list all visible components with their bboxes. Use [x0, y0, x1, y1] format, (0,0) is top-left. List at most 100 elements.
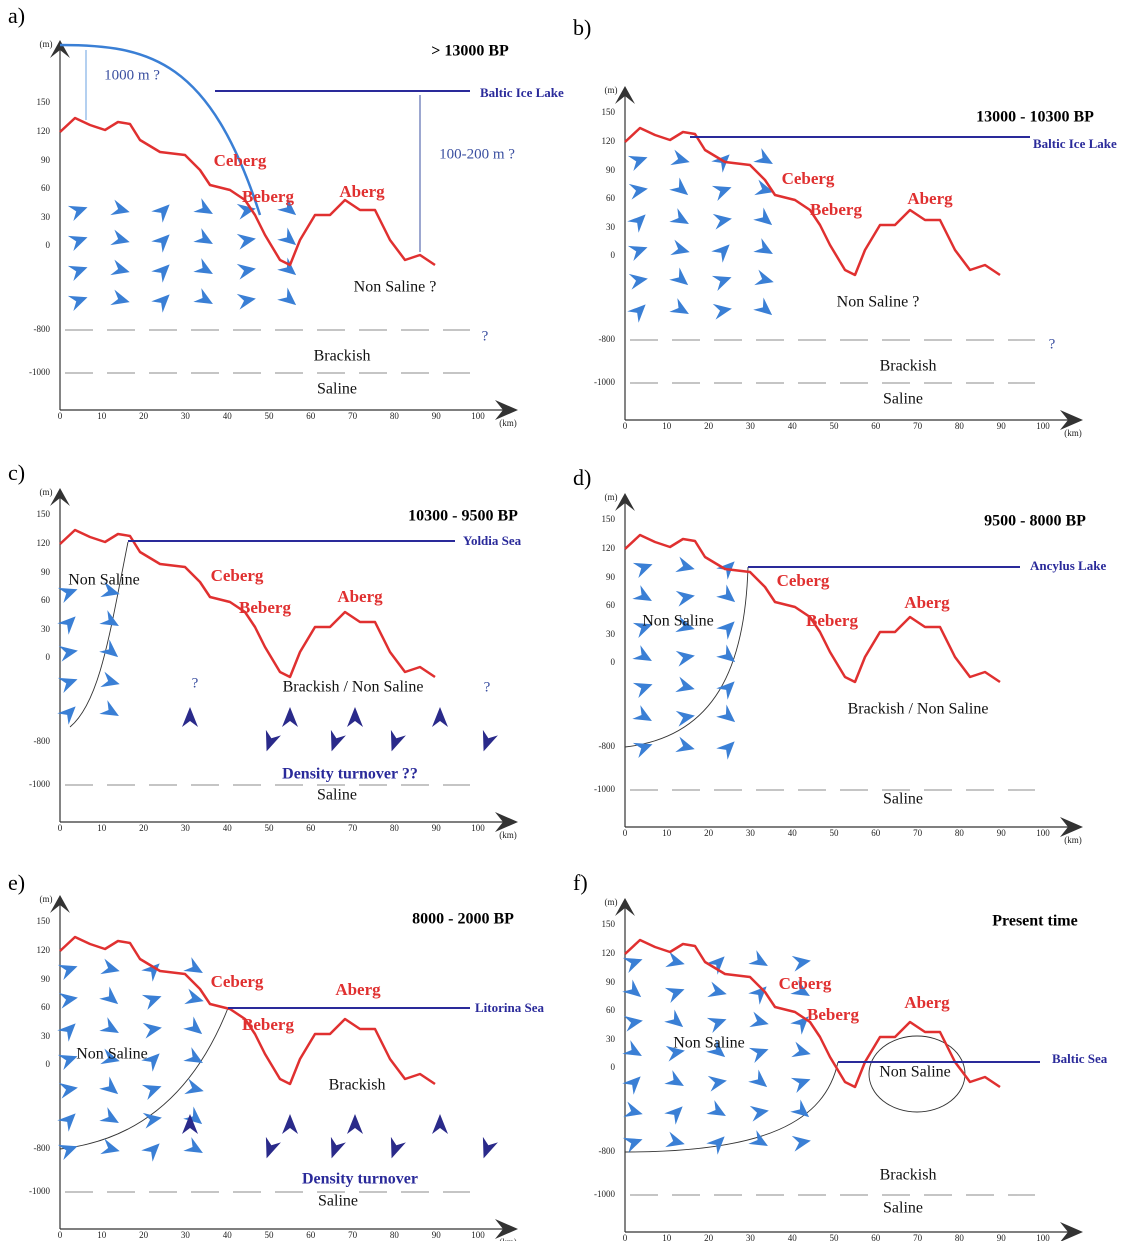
flow-arrow [237, 231, 258, 250]
flow-arrow [627, 209, 651, 233]
flow-arrow [750, 1103, 771, 1122]
zone-label: Non Saline [879, 1064, 951, 1081]
x-tick-label: 20 [139, 411, 149, 421]
x-tick-label: 90 [997, 1233, 1007, 1241]
flow-arrow [754, 270, 776, 290]
y-tick-label: 120 [37, 126, 51, 136]
flow-arrow [99, 1107, 123, 1130]
flow-arrow [753, 207, 777, 231]
y-tick-label: 60 [606, 193, 616, 203]
flow-arrow [629, 271, 650, 290]
flow-arrow [669, 298, 693, 321]
turnover-arrow [384, 1137, 406, 1161]
x-tick-label: 40 [223, 411, 233, 421]
flow-arrow [110, 230, 132, 250]
turnover-arrow [384, 730, 406, 754]
flow-arrow [142, 989, 164, 1010]
figure: a)(m)(km)1501209060300-800-1000010203040… [0, 0, 1143, 1241]
x-tick-label: 100 [471, 823, 485, 833]
x-tick-label: 20 [704, 1233, 714, 1241]
zone-label: Saline [317, 381, 357, 398]
flow-arrow [633, 737, 655, 758]
x-tick-label: 30 [746, 421, 756, 431]
period-label: Present time [992, 913, 1077, 930]
y-tick-label: 120 [602, 136, 616, 146]
y-tick-label: 60 [606, 600, 616, 610]
x-tick-label: 50 [265, 411, 275, 421]
x-tick-label: 80 [955, 828, 965, 838]
x-tick-label: 80 [390, 411, 400, 421]
x-tick-label: 0 [623, 1233, 628, 1241]
panel: d)(m)(km)1501209060300-800-1000010203040… [573, 465, 1106, 845]
flow-arrow [712, 270, 734, 291]
x-tick-label: 0 [623, 421, 628, 431]
flow-arrow [633, 557, 655, 578]
x-tick-label: 40 [223, 1230, 233, 1240]
flow-arrow [237, 261, 258, 280]
y-tick-label: 0 [611, 1062, 616, 1072]
zone-label: Saline [883, 391, 923, 408]
y-tick-label: 150 [602, 514, 616, 524]
y-tick-label: -1000 [29, 1186, 50, 1196]
flow-arrow [68, 260, 90, 281]
flow-arrow [183, 1137, 207, 1160]
annotation: 100-200 m ? [439, 146, 515, 162]
x-tick-label: 50 [265, 1230, 275, 1240]
x-tick-label: 50 [830, 1233, 840, 1241]
x-tick-label: 30 [746, 828, 756, 838]
flow-arrow [713, 211, 734, 230]
x-tick-label: 70 [913, 421, 923, 431]
flow-arrow [716, 616, 740, 640]
period-label: 10300 - 9500 BP [408, 508, 518, 525]
y-tick-label: 60 [41, 595, 51, 605]
y-tick-label: -800 [34, 736, 51, 746]
flow-arrow [676, 708, 697, 727]
x-tick-label: 20 [704, 421, 714, 431]
flow-arrow [151, 289, 175, 313]
flow-arrow [628, 240, 650, 261]
y-tick-label: 30 [606, 1034, 616, 1044]
x-tick-label: 80 [955, 421, 965, 431]
turnover-arrow [259, 1137, 281, 1161]
flow-arrow [790, 1099, 814, 1123]
flow-arrow [68, 200, 90, 221]
flow-arrow [669, 267, 693, 291]
x-tick-label: 70 [913, 828, 923, 838]
x-tick-label: 100 [1036, 421, 1050, 431]
turnover-arrow [432, 707, 448, 727]
zone-label: Saline [883, 1200, 923, 1217]
flow-arrow [706, 1131, 730, 1155]
x-unit: (km) [499, 418, 517, 428]
y-tick-label: 90 [606, 572, 616, 582]
flow-arrow [670, 150, 692, 170]
x-tick-label: 100 [1036, 828, 1050, 838]
flow-arrow [57, 1108, 81, 1132]
flow-arrow [151, 259, 175, 283]
flow-arrow [193, 258, 217, 281]
period-label: 8000 - 2000 BP [412, 911, 514, 928]
flow-arrow [623, 952, 645, 973]
flow-arrow [749, 1012, 771, 1032]
flow-arrow [665, 1132, 687, 1152]
x-tick-label: 90 [432, 411, 442, 421]
y-unit: (m) [605, 897, 618, 907]
y-tick-label: -800 [599, 334, 616, 344]
flow-arrow [58, 1139, 80, 1160]
flow-arrow [151, 199, 175, 223]
period-label: 13000 - 10300 BP [976, 109, 1094, 126]
flow-arrow [665, 952, 687, 972]
period-label: > 13000 BP [431, 43, 509, 60]
flow-arrow [100, 1139, 122, 1159]
site-label: Beberg [810, 200, 862, 219]
flow-arrow [712, 180, 734, 201]
panel-letter: a) [8, 3, 25, 28]
zone-label: Density turnover ?? [282, 766, 418, 783]
y-tick-label: -1000 [29, 779, 50, 789]
y-tick-label: 120 [37, 538, 51, 548]
x-tick-label: 50 [830, 828, 840, 838]
x-tick-label: 70 [913, 1233, 923, 1241]
x-tick-label: 30 [181, 411, 191, 421]
flow-arrow [184, 1079, 206, 1099]
flow-arrow [193, 228, 217, 251]
site-label: Aberg [339, 182, 385, 201]
